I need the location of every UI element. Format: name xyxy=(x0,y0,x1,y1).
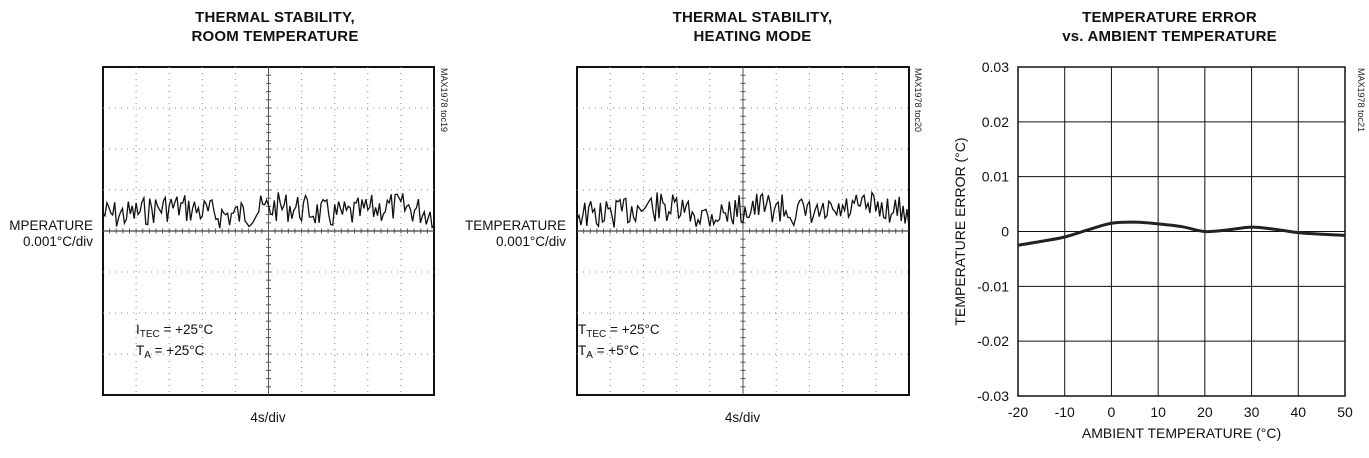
x-tick-label: -10 xyxy=(1055,404,1075,420)
x-tick-label: 40 xyxy=(1290,404,1306,420)
chart-title-line2: vs. AMBIENT TEMPERATURE xyxy=(1062,28,1277,45)
chart-title: THERMAL STABILITY, ROOM TEMPERATURE xyxy=(100,8,450,46)
error-plot: -20 -10 0 10 20 30 40 50 0.03 0.02 0.01 0 -0.01 -0.02… xyxy=(952,59,1353,441)
y-axis-label-line2: 0.001°C/div xyxy=(496,234,566,249)
annotation-line2-subscript: A xyxy=(586,350,593,361)
figure-code: MAX1978 toc21 xyxy=(1356,68,1366,133)
annotation-line1: TTEC = +25°C xyxy=(578,322,660,343)
x-tick-label: 10 xyxy=(1150,404,1166,420)
y-tick-label: 0.01 xyxy=(982,169,1009,185)
y-tick-label: 0.02 xyxy=(982,114,1009,130)
x-axis-label: 4s/div xyxy=(724,410,761,425)
y-axis-label-line2: 0.001°C/div xyxy=(23,234,93,249)
scope-plot xyxy=(576,66,910,396)
chart-title-line1: THERMAL STABILITY, xyxy=(672,9,833,26)
x-axis-label: 4s/div xyxy=(250,410,286,425)
y-axis-label-line1: MPERATURE xyxy=(9,218,93,233)
error-curve xyxy=(1017,220,1346,247)
annotation: ITEC = +25°C TA = +25°C xyxy=(136,322,213,364)
x-axis-label: AMBIENT TEMPERATURE (°C) xyxy=(1082,425,1281,441)
signal-trace xyxy=(576,190,910,228)
y-tick-label: -0.03 xyxy=(977,388,1009,404)
annotation-line2-symbol: T xyxy=(136,343,145,358)
annotation-line1-value: = +25°C xyxy=(606,322,660,337)
annotation-line2-value: = +5°C xyxy=(592,343,639,358)
chart-title-line1: TEMPERATURE ERROR xyxy=(1082,9,1257,26)
annotation-line1-value: = +25°C xyxy=(159,322,214,337)
y-axis-label-line1: TEMPERATURE xyxy=(464,218,566,233)
plot-frame xyxy=(1017,66,1346,397)
chart-panel-temperature-error: TEMPERATURE ERROR vs. AMBIENT TEMPERATUR… xyxy=(930,0,1369,458)
y-axis-label: TEMPERATURE ERROR (°C) xyxy=(952,137,968,325)
x-tick-label: 30 xyxy=(1244,404,1260,420)
scope-plot xyxy=(102,66,435,396)
chart-panel-heating-mode: THERMAL STABILITY, HEATING MODE TEMPERAT… xyxy=(460,0,930,458)
y-tick-label: 0.03 xyxy=(982,59,1009,75)
y-tick-label: 0 xyxy=(1001,224,1009,240)
annotation-line2-value: = +25°C xyxy=(150,343,205,358)
annotation-line2: TA = +25°C xyxy=(136,343,213,364)
chart-panel-room-temperature: THERMAL STABILITY, ROOM TEMPERATURE MPER… xyxy=(0,0,450,458)
x-tick-label: 50 xyxy=(1337,404,1353,420)
signal-trace xyxy=(102,192,435,229)
chart-title: THERMAL STABILITY, HEATING MODE xyxy=(575,8,930,46)
annotation-line2-subscript: A xyxy=(144,350,151,361)
annotation-line1: ITEC = +25°C xyxy=(136,322,213,343)
chart-title: TEMPERATURE ERROR vs. AMBIENT TEMPERATUR… xyxy=(970,8,1369,46)
figure-code: MAX1978 toc19 xyxy=(439,68,449,133)
annotation-line1-symbol: T xyxy=(578,322,587,337)
x-tick-label: 0 xyxy=(1108,404,1116,420)
x-tick-label: 20 xyxy=(1197,404,1213,420)
annotation-line1-symbol: I xyxy=(136,322,140,337)
chart-title-line1: THERMAL STABILITY, xyxy=(195,9,355,26)
y-tick-label: -0.01 xyxy=(977,278,1009,294)
x-tick-label: -20 xyxy=(1008,404,1028,420)
figure-code: MAX1978 toc20 xyxy=(913,68,923,133)
y-tick-label: -0.02 xyxy=(977,333,1009,349)
chart-title-line2: HEATING MODE xyxy=(693,28,812,45)
y-axis-label: TEMPERATURE 0.001°C/div xyxy=(460,218,566,250)
annotation-line2-symbol: T xyxy=(578,343,587,358)
annotation-line1-subscript: TEC xyxy=(139,329,160,340)
annotation-line2: TA = +5°C xyxy=(578,343,660,364)
y-axis-label: MPERATURE 0.001°C/div xyxy=(0,218,93,250)
annotation-line1-subscript: TEC xyxy=(586,329,607,340)
chart-title-line2: ROOM TEMPERATURE xyxy=(191,28,359,45)
annotation: TTEC = +25°C TA = +5°C xyxy=(578,322,660,364)
